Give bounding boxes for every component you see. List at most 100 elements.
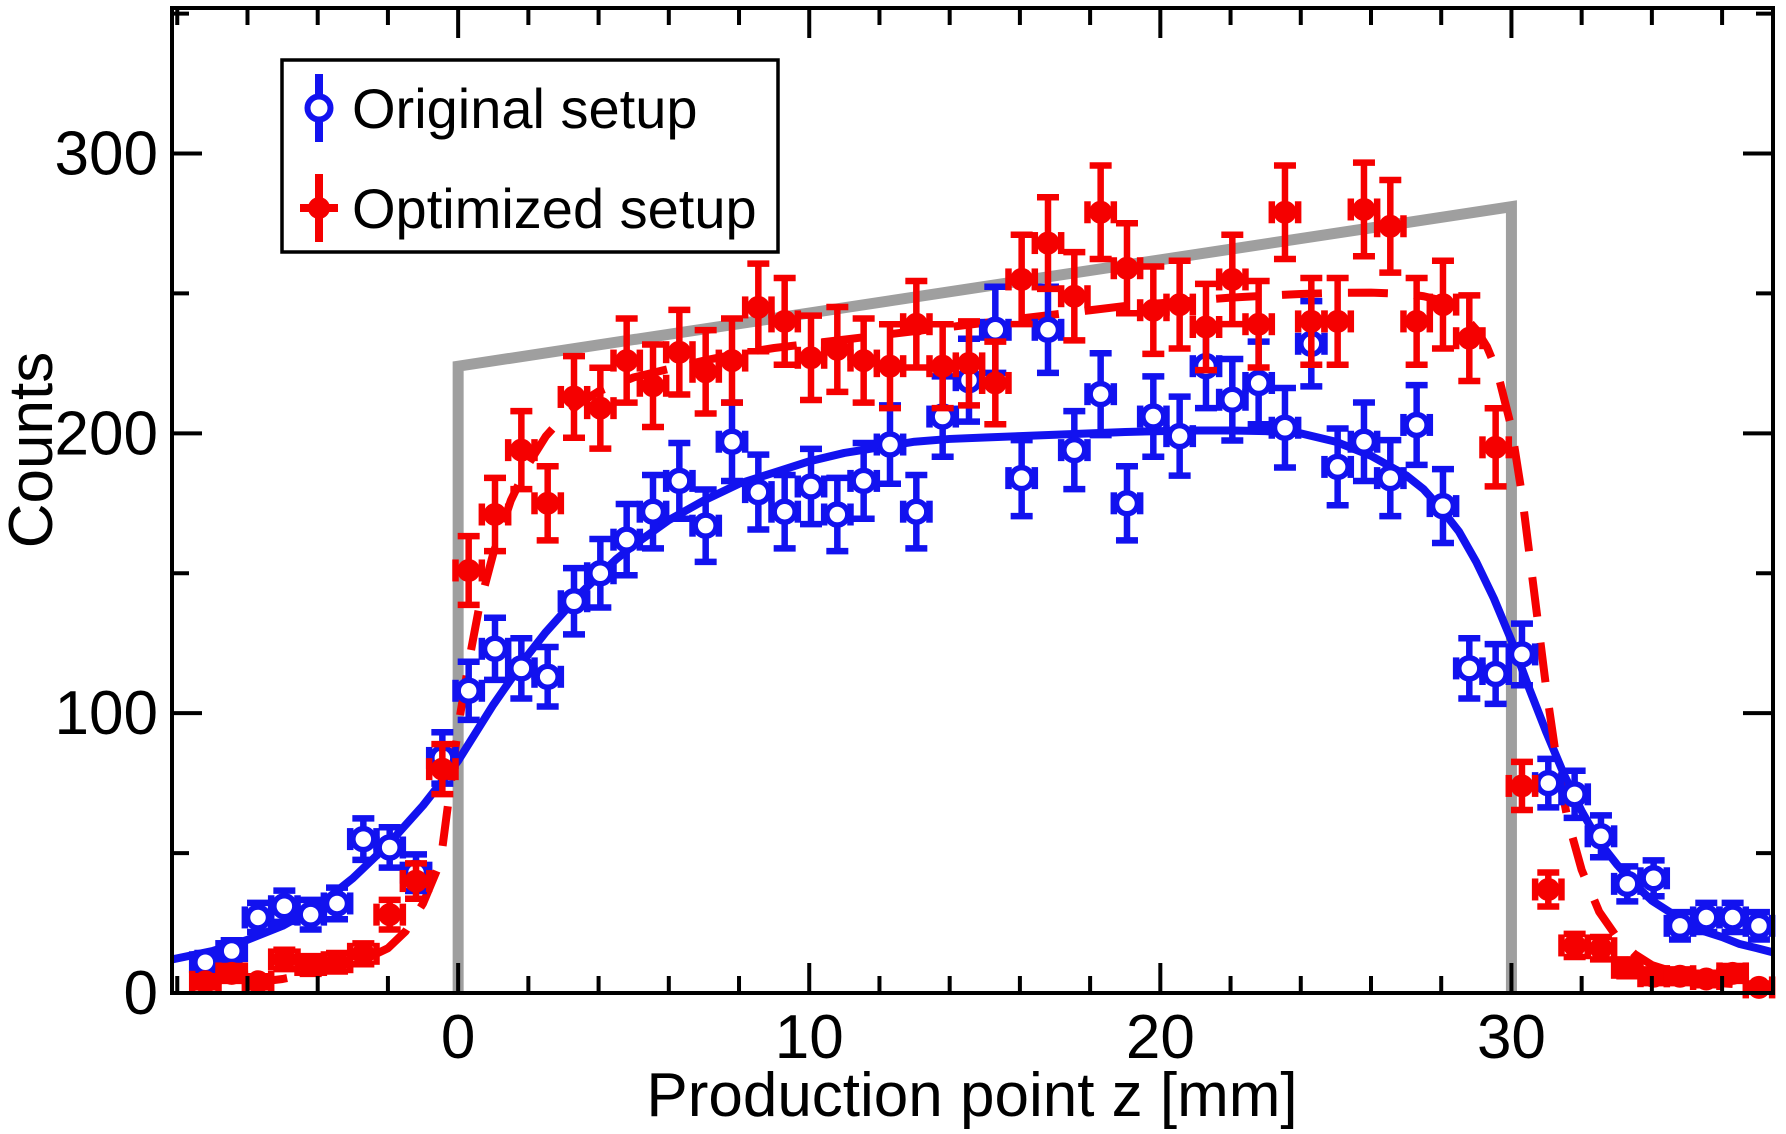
data-point: [1057, 407, 1091, 493]
data-point: [1136, 263, 1170, 358]
y-tick-label: 300: [55, 120, 158, 189]
data-point: [689, 326, 723, 417]
data-point: [1558, 767, 1592, 822]
data-point: [847, 439, 881, 523]
data-point: [531, 643, 565, 710]
data-point: [1268, 384, 1302, 471]
data-point: [794, 312, 828, 404]
data-point: [557, 352, 591, 442]
data-point: [715, 315, 749, 406]
data-point: [504, 407, 538, 493]
data-point: [320, 949, 354, 975]
y-tick-label: 200: [55, 399, 158, 468]
data-point: [1558, 930, 1592, 961]
data-point: [1610, 956, 1644, 980]
data-point: [636, 471, 670, 552]
data-point: [1347, 159, 1381, 260]
legend-label-original: Original setup: [352, 77, 698, 140]
legend-marker-optimized: [300, 174, 338, 242]
data-point: [1400, 381, 1434, 469]
data-point: [1031, 283, 1065, 377]
data-point: [1584, 812, 1618, 861]
data-point: [1215, 231, 1249, 328]
data-point: [1242, 277, 1276, 371]
data-point: [1110, 219, 1144, 317]
data-point: [741, 451, 775, 533]
data-point: [662, 439, 696, 523]
data-point: [820, 303, 854, 396]
data-point: [768, 274, 802, 369]
data-point: [610, 315, 644, 406]
x-tick-label: 20: [1126, 1003, 1195, 1072]
data-point: [1689, 967, 1723, 991]
data-point: [1321, 425, 1355, 509]
y-axis-title: Counts: [0, 352, 66, 548]
data-point: [478, 614, 512, 684]
data-point: [899, 471, 933, 552]
x-tick-label: 10: [775, 1003, 844, 1072]
y-tick-label: 0: [124, 959, 158, 1028]
data-point: [294, 952, 328, 978]
data-point: [1084, 349, 1118, 439]
data-point: [320, 884, 354, 923]
data-point: [373, 824, 407, 871]
data-point: [873, 321, 907, 412]
data-point: [1742, 908, 1776, 943]
legend: Original setup Optimized setup: [280, 58, 780, 254]
data-point: [1347, 399, 1381, 485]
data-point: [1005, 436, 1039, 520]
data-point: [1373, 176, 1407, 276]
series-original-setup: [188, 283, 1776, 976]
data-point: [1400, 274, 1434, 369]
data-point: [215, 961, 249, 985]
data-point: [1452, 635, 1486, 702]
data-point: [741, 260, 775, 355]
data-point: [1637, 857, 1671, 900]
fit-curve-optimized: [247, 288, 1774, 992]
data-point: [1005, 231, 1039, 328]
data-point: [531, 463, 565, 544]
data-point: [952, 318, 986, 409]
data-point: [346, 940, 380, 968]
x-tick-label: 0: [441, 1003, 475, 1072]
data-point: [425, 740, 459, 798]
data-point: [1452, 292, 1486, 385]
data-point: [1426, 465, 1460, 547]
data-point: [662, 306, 696, 398]
data-point: [794, 445, 828, 528]
data-point: [1163, 393, 1197, 479]
legend-box: [280, 58, 780, 254]
data-point: [1163, 257, 1197, 352]
data-point: [346, 815, 380, 864]
y-tick-label: 100: [55, 679, 158, 748]
data-point: [1505, 620, 1539, 689]
data-point: [1610, 863, 1644, 905]
data-point: [1584, 933, 1618, 963]
data-point: [1505, 758, 1539, 814]
data-point: [689, 486, 723, 566]
data-point: [1215, 355, 1249, 444]
data-point: [1321, 274, 1355, 369]
data-point: [873, 402, 907, 487]
data-point: [452, 532, 486, 609]
data-point: [557, 564, 591, 638]
data-point: [294, 896, 328, 933]
data-point: [1110, 463, 1144, 544]
data-point: [1742, 975, 1776, 999]
data-point: [899, 277, 933, 371]
data-point: [373, 896, 407, 933]
data-point: [241, 899, 275, 936]
data-point: [715, 399, 749, 485]
data-point: [610, 500, 644, 579]
legend-marker-original: [304, 74, 334, 142]
data-point: [188, 970, 222, 994]
data-point: [1716, 899, 1750, 936]
data-point: [1479, 405, 1513, 490]
data-point: [1057, 248, 1091, 344]
data-point: [583, 535, 617, 611]
data-point: [1031, 193, 1065, 293]
data-point: [188, 948, 222, 976]
